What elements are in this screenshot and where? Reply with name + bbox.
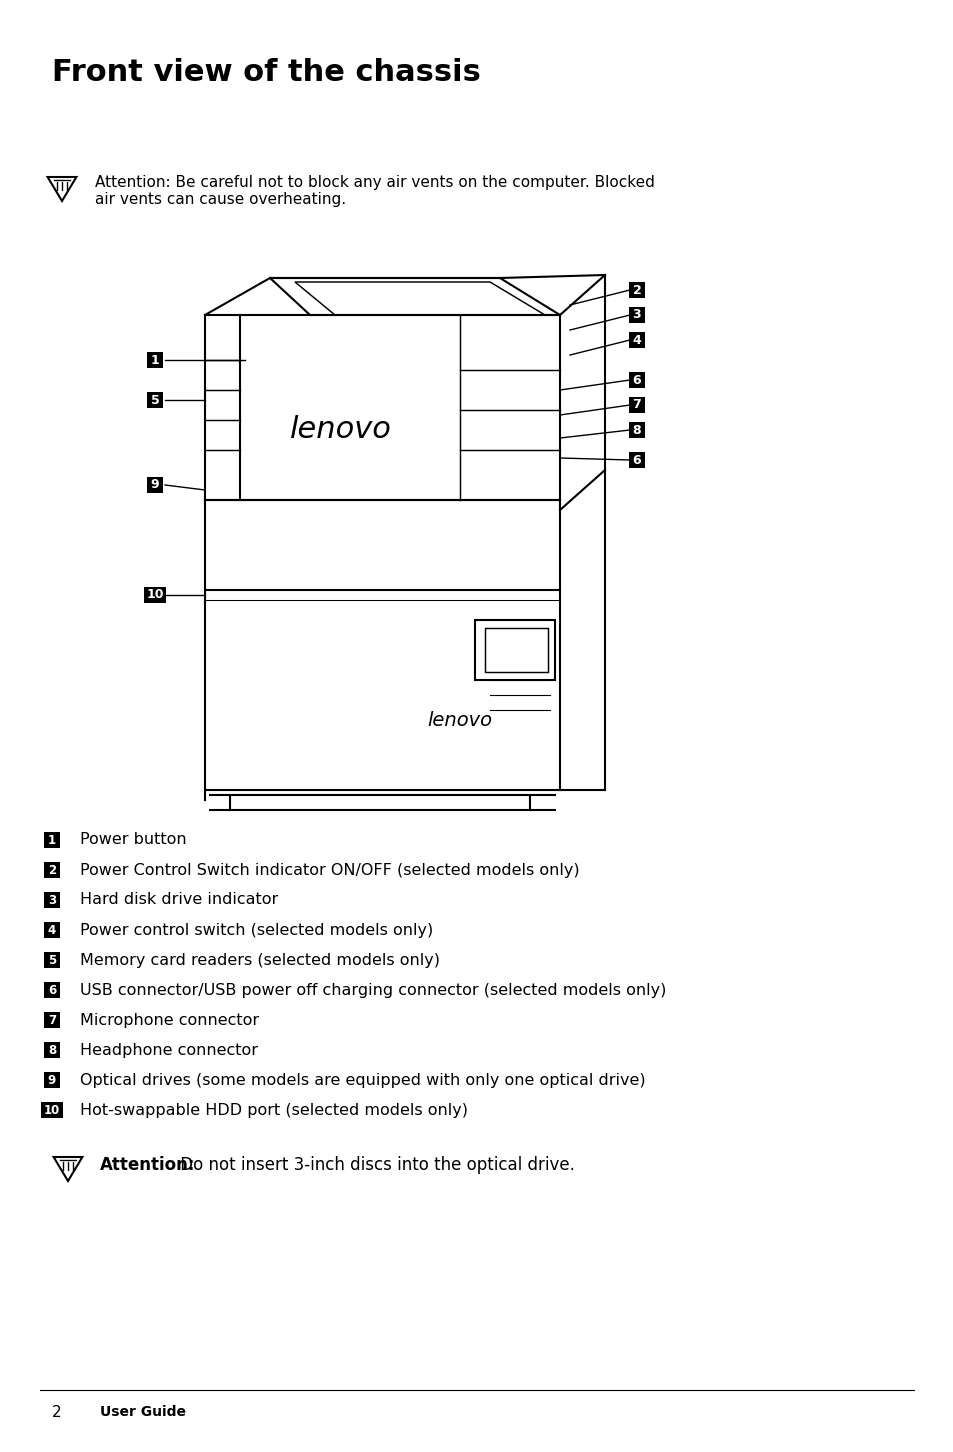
Text: Headphone connector: Headphone connector xyxy=(80,1043,257,1057)
FancyBboxPatch shape xyxy=(44,1043,60,1059)
Text: Hot-swappable HDD port (selected models only): Hot-swappable HDD port (selected models … xyxy=(80,1102,468,1118)
FancyBboxPatch shape xyxy=(44,982,60,998)
Text: 4: 4 xyxy=(48,923,56,937)
Text: lenovo: lenovo xyxy=(427,710,492,729)
FancyBboxPatch shape xyxy=(628,282,644,298)
Text: 10: 10 xyxy=(44,1104,60,1117)
FancyBboxPatch shape xyxy=(147,478,163,494)
Text: 1: 1 xyxy=(48,833,56,847)
FancyBboxPatch shape xyxy=(44,862,60,878)
Text: Power button: Power button xyxy=(80,832,187,848)
FancyBboxPatch shape xyxy=(44,953,60,968)
Text: Power control switch (selected models only): Power control switch (selected models on… xyxy=(80,922,433,938)
Text: Power Control Switch indicator ON/OFF (selected models only): Power Control Switch indicator ON/OFF (s… xyxy=(80,862,579,877)
Text: Memory card readers (selected models only): Memory card readers (selected models onl… xyxy=(80,953,439,967)
Text: 3: 3 xyxy=(632,308,640,321)
Text: 5: 5 xyxy=(151,393,159,407)
Text: 2: 2 xyxy=(632,283,640,296)
FancyBboxPatch shape xyxy=(628,396,644,412)
FancyBboxPatch shape xyxy=(44,832,60,848)
Text: 6: 6 xyxy=(48,983,56,996)
Text: Do not insert 3-inch discs into the optical drive.: Do not insert 3-inch discs into the opti… xyxy=(174,1156,575,1175)
Text: Front view of the chassis: Front view of the chassis xyxy=(52,58,480,87)
Text: Attention:: Attention: xyxy=(100,1156,195,1175)
Text: 10: 10 xyxy=(146,588,164,601)
Text: 6: 6 xyxy=(632,373,640,386)
Text: Attention: Be careful not to block any air vents on the computer. Blocked
air ve: Attention: Be careful not to block any a… xyxy=(95,176,654,208)
FancyBboxPatch shape xyxy=(44,1012,60,1028)
Text: lenovo: lenovo xyxy=(290,415,392,444)
Text: Hard disk drive indicator: Hard disk drive indicator xyxy=(80,893,278,908)
FancyBboxPatch shape xyxy=(628,372,644,388)
Text: User Guide: User Guide xyxy=(100,1406,186,1419)
Text: 6: 6 xyxy=(632,453,640,466)
FancyBboxPatch shape xyxy=(41,1102,63,1118)
Text: 8: 8 xyxy=(632,424,640,437)
Text: 2: 2 xyxy=(52,1406,62,1420)
FancyBboxPatch shape xyxy=(44,1072,60,1088)
FancyBboxPatch shape xyxy=(628,452,644,468)
Text: USB connector/USB power off charging connector (selected models only): USB connector/USB power off charging con… xyxy=(80,983,666,998)
Text: Microphone connector: Microphone connector xyxy=(80,1012,259,1028)
FancyBboxPatch shape xyxy=(144,587,166,603)
FancyBboxPatch shape xyxy=(628,333,644,348)
Text: 7: 7 xyxy=(48,1013,56,1027)
FancyBboxPatch shape xyxy=(147,392,163,408)
FancyBboxPatch shape xyxy=(147,351,163,367)
Text: 5: 5 xyxy=(48,954,56,967)
Text: 7: 7 xyxy=(632,398,640,411)
Text: Optical drives (some models are equipped with only one optical drive): Optical drives (some models are equipped… xyxy=(80,1073,645,1088)
Text: 9: 9 xyxy=(48,1073,56,1086)
Text: 2: 2 xyxy=(48,864,56,877)
Text: 9: 9 xyxy=(151,479,159,491)
Text: 1: 1 xyxy=(151,353,159,366)
FancyBboxPatch shape xyxy=(628,423,644,439)
Text: 3: 3 xyxy=(48,893,56,906)
FancyBboxPatch shape xyxy=(628,306,644,322)
Text: 4: 4 xyxy=(632,334,640,347)
Text: 8: 8 xyxy=(48,1044,56,1057)
FancyBboxPatch shape xyxy=(44,892,60,908)
FancyBboxPatch shape xyxy=(44,922,60,938)
